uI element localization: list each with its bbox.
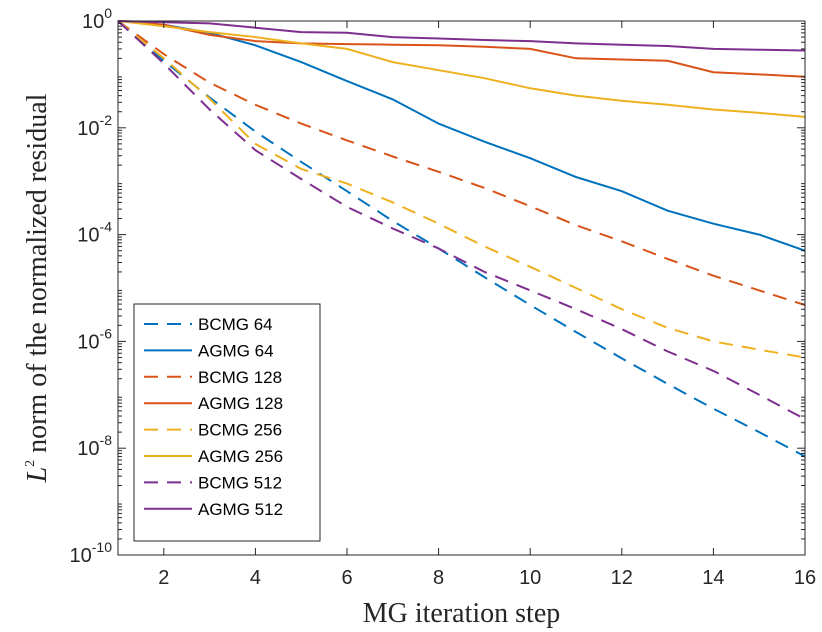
x-axis-ticks: 2 4 6 8 10 12 14 16 <box>158 21 816 589</box>
y-tick-base: 10 <box>77 331 99 353</box>
x-tick-label: 6 <box>341 567 352 589</box>
legend-box <box>133 303 321 542</box>
legend-label: AGMG 256 <box>198 447 283 466</box>
plot-frame <box>117 20 806 556</box>
y-tick-exponent: -4 <box>100 219 113 235</box>
x-tick-label: 10 <box>519 567 541 589</box>
legend: BCMG 64 AGMG 64 BCMG 128 AGMG 128 BCMG 256 AG… <box>133 303 321 542</box>
legend-label: BCMG 128 <box>198 368 282 387</box>
x-tick-label: 16 <box>794 567 816 589</box>
y-tick-label: 10-10 <box>70 539 113 567</box>
x-tick-label: 4 <box>250 567 261 589</box>
y-tick-base: 10 <box>77 438 99 460</box>
y-tick-exponent: -10 <box>92 539 112 555</box>
series-line-bcmg-128 <box>117 20 806 306</box>
y-tick-exponent: -8 <box>100 432 113 448</box>
series-line-agmg-512 <box>117 20 806 52</box>
y-axis-title-symbol: L <box>22 467 53 484</box>
y-tick-base: 10 <box>77 118 99 140</box>
y-axis-title: L2 norm of the normalized residual <box>22 93 53 483</box>
y-tick-exponent: -2 <box>100 112 113 128</box>
y-tick-base: 10 <box>77 225 99 247</box>
y-tick-label: 100 <box>82 5 112 33</box>
y-tick-base: 10 <box>82 11 104 33</box>
x-tick-label: 8 <box>433 567 444 589</box>
series-line-agmg-64 <box>117 20 806 252</box>
series-line-bcmg-512 <box>117 20 806 420</box>
legend-label: BCMG 256 <box>198 421 282 440</box>
legend-label: AGMG 512 <box>198 500 283 519</box>
y-axis-title-text: norm of the normalized residual <box>22 93 53 459</box>
series-line-agmg-128 <box>117 20 806 78</box>
x-tick-label: 2 <box>158 567 169 589</box>
series-line-agmg-256 <box>117 20 806 118</box>
y-tick-exponent: -6 <box>100 325 113 341</box>
legend-label: BCMG 512 <box>198 473 282 492</box>
y-tick-label: 10-2 <box>77 112 112 140</box>
y-tick-label: 10-8 <box>77 432 112 460</box>
y-tick-exponent: 0 <box>104 5 112 21</box>
y-tick-label: 10-6 <box>77 325 112 353</box>
y-tick-base: 10 <box>70 545 92 567</box>
legend-label: AGMG 64 <box>198 341 274 360</box>
series-line-bcmg-64 <box>117 20 806 458</box>
x-tick-label: 14 <box>702 567 724 589</box>
legend-label: AGMG 128 <box>198 394 283 413</box>
x-axis-title: MG iteration step <box>363 598 561 629</box>
legend-label: BCMG 64 <box>198 315 273 334</box>
x-tick-label: 12 <box>611 567 633 589</box>
series-layer <box>117 20 806 458</box>
y-axis-title-superscript: 2 <box>23 460 38 467</box>
y-tick-label: 10-4 <box>77 219 112 247</box>
